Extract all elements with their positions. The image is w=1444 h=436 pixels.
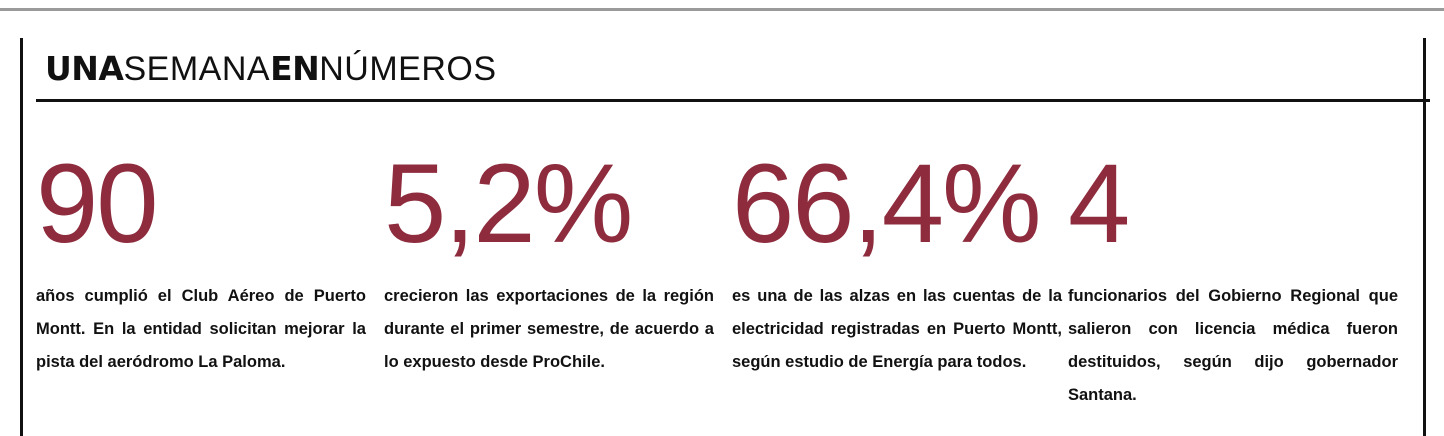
stat-description: es una de las alzas en las cuentas de la… (732, 287, 1062, 371)
stat-number: 4 (1068, 141, 1130, 266)
numbers-box: UNASEMANAENNÚMEROS 90 años cumplió el Cl… (20, 38, 1430, 436)
stat-item: 4 funcionarios del Gobierno Regional que… (1068, 148, 1398, 412)
header-divider (36, 99, 1430, 102)
section-title: UNASEMANAENNÚMEROS (45, 46, 497, 91)
stat-description: funcionarios del Gobierno Regional que s… (1068, 287, 1398, 404)
stat-number: 66,4% (732, 141, 1042, 266)
title-part-semana: SEMANA (123, 50, 271, 88)
top-divider (0, 8, 1444, 11)
stat-number: 90 (36, 141, 159, 266)
title-part-en: EN (270, 49, 320, 88)
stat-item: 5,2% crecieron las exportaciones de la r… (384, 148, 714, 379)
stat-number: 5,2% (384, 141, 633, 266)
stat-item: 66,4% es una de las alzas en las cuentas… (732, 148, 1062, 379)
stat-item: 90 años cumplió el Club Aéreo de Puerto … (36, 148, 366, 379)
stat-description: crecieron las exportaciones de la región… (384, 287, 714, 371)
title-part-numeros: NÚMEROS (319, 50, 497, 88)
stat-description: años cumplió el Club Aéreo de Puerto Mon… (36, 287, 366, 371)
title-part-una: UNA (45, 49, 124, 88)
